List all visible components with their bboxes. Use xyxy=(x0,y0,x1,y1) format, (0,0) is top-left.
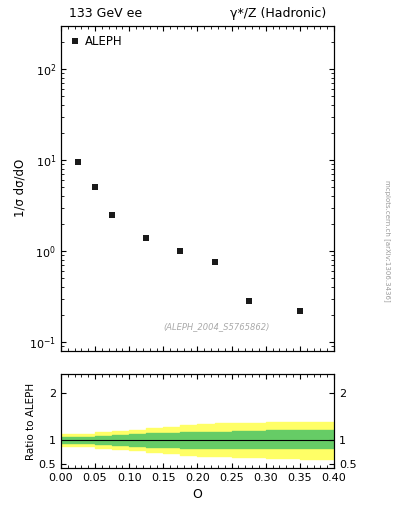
Text: (ALEPH_2004_S5765862): (ALEPH_2004_S5765862) xyxy=(163,322,270,331)
X-axis label: O: O xyxy=(193,487,202,501)
Text: mcplots.cern.ch [arXiv:1306.3436]: mcplots.cern.ch [arXiv:1306.3436] xyxy=(384,180,391,302)
Legend: ALEPH: ALEPH xyxy=(67,32,126,52)
Y-axis label: 1/σ dσ/dO: 1/σ dσ/dO xyxy=(13,159,26,217)
Text: 133 GeV ee: 133 GeV ee xyxy=(69,8,142,20)
Y-axis label: Ratio to ALEPH: Ratio to ALEPH xyxy=(26,382,36,460)
Text: γ*/Z (Hadronic): γ*/Z (Hadronic) xyxy=(230,8,326,20)
